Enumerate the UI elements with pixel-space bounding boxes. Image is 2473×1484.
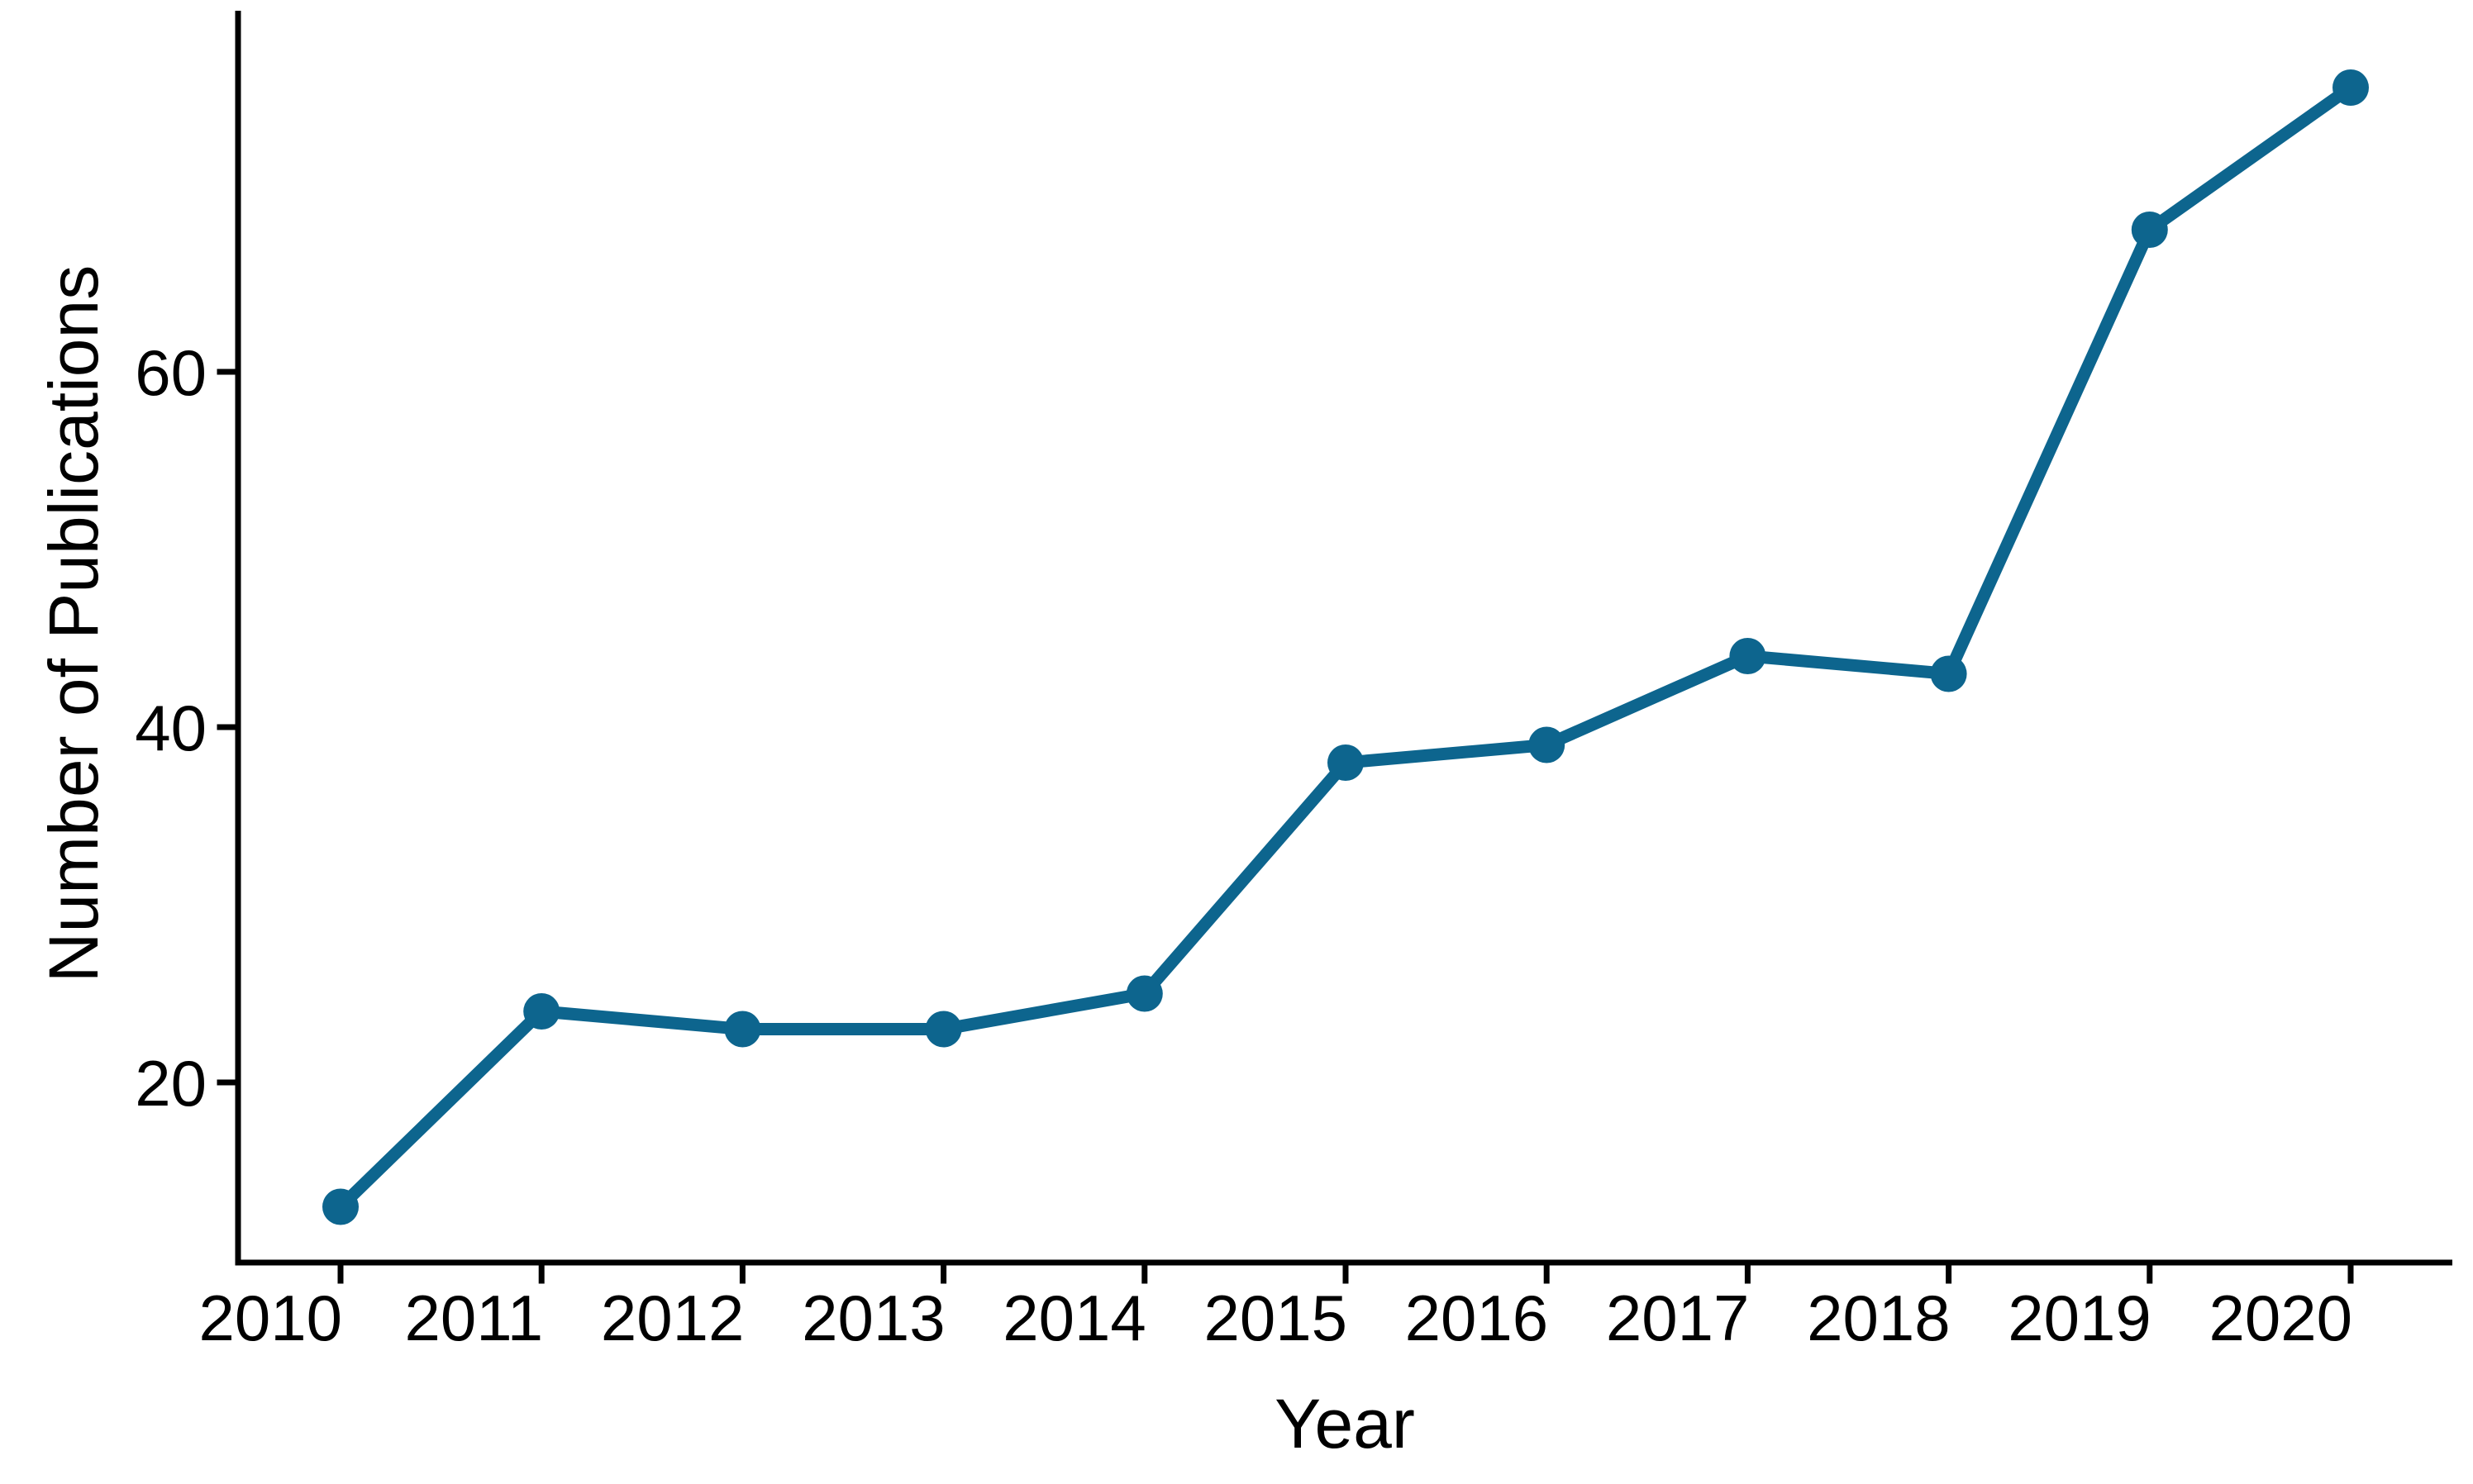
data-point: [1327, 744, 1364, 781]
x-tick-label: 2016: [1405, 1282, 1549, 1354]
data-line: [334, 81, 2357, 1213]
data-point: [1528, 726, 1565, 763]
y-tick-label: 40: [135, 692, 207, 764]
x-tick-label: 2010: [198, 1282, 342, 1354]
y-tick-label: 20: [135, 1047, 207, 1120]
x-axis-title: Year: [1275, 1385, 1415, 1463]
data-point: [1729, 638, 1766, 674]
x-tick-label: 2014: [1003, 1282, 1146, 1354]
data-point: [925, 1011, 962, 1048]
x-tick-label: 2013: [802, 1282, 946, 1354]
data-point: [724, 1011, 761, 1048]
x-tick-label: 2017: [1606, 1282, 1750, 1354]
data-point: [523, 993, 560, 1030]
data-point: [322, 1188, 359, 1225]
data-point: [2332, 69, 2369, 106]
data-point: [2131, 212, 2168, 248]
data-point: [1126, 975, 1163, 1012]
x-tick-label: 2012: [601, 1282, 745, 1354]
x-tick-label: 2019: [2008, 1282, 2151, 1354]
x-tick-label: 2015: [1203, 1282, 1347, 1354]
x-tick-label: 2020: [2209, 1282, 2352, 1354]
x-tick-label: 2018: [1807, 1282, 1951, 1354]
chart-render-root: 20 40 60 2010 2011 2012 2013 2014 2015 2016 2017 20…: [135, 11, 2452, 1354]
y-axis-title: Number of Publications: [35, 265, 112, 982]
x-tick-label: 2011: [404, 1282, 543, 1354]
data-point: [1930, 655, 1967, 692]
y-tick-label: 60: [135, 336, 207, 409]
